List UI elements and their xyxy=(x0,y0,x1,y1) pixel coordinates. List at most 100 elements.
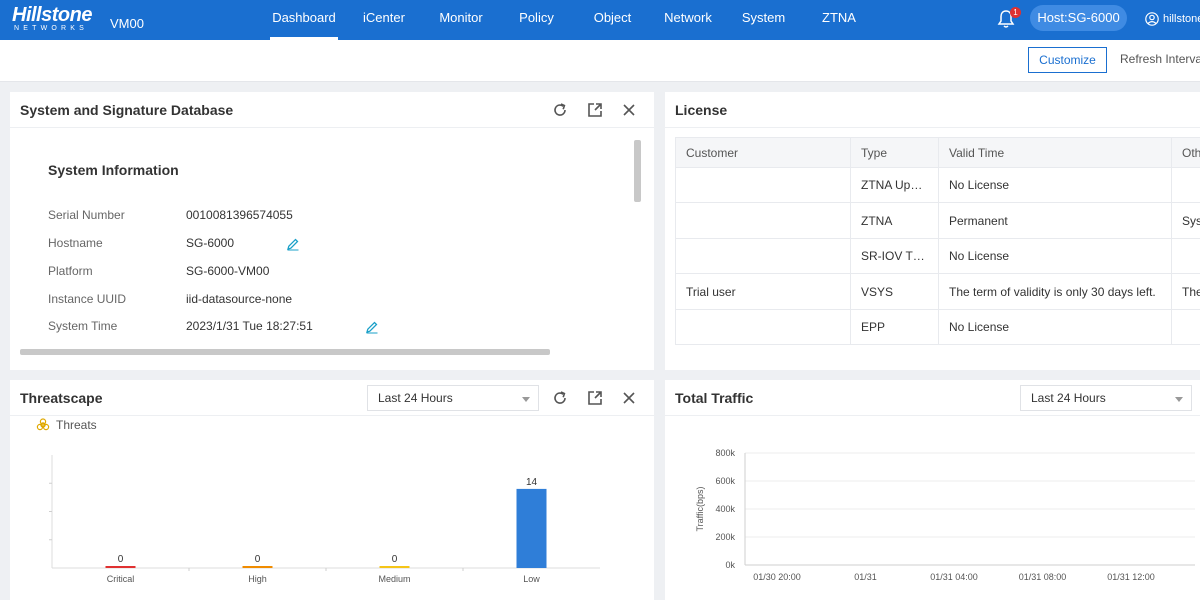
cell-type: ZTNA xyxy=(850,203,938,238)
menu-system[interactable]: System xyxy=(741,10,786,25)
panel-title: System and Signature Database xyxy=(20,102,234,118)
cell-valid-time: Permanent xyxy=(938,203,1171,238)
cell-customer xyxy=(675,203,850,238)
vertical-scrollbar[interactable] xyxy=(634,140,641,202)
table-row: ZTNA Permanent Sys xyxy=(675,203,1200,239)
threatscape-range-select[interactable]: Last 24 Hours xyxy=(367,385,539,411)
user-menu[interactable]: hillstone xyxy=(1145,11,1200,27)
refresh-icon[interactable] xyxy=(551,389,569,407)
menu-dashboard[interactable]: Dashboard xyxy=(270,0,338,40)
table-header-row: Customer Type Valid Time Oth xyxy=(675,137,1200,168)
user-name: hillstone xyxy=(1163,13,1200,25)
cell-valid-time: The term of validity is only 30 days lef… xyxy=(938,274,1171,309)
main-menu: Dashboard iCenter Monitor Policy Object … xyxy=(270,0,883,40)
chart-legend-threats: Threats xyxy=(56,418,97,432)
panel-title: Total Traffic xyxy=(675,390,754,406)
cell-other xyxy=(1171,310,1200,344)
panel-title: License xyxy=(675,102,728,118)
cell-type: ZTNA Up… xyxy=(850,168,938,202)
horizontal-scrollbar[interactable] xyxy=(20,349,550,355)
bar-critical xyxy=(105,566,136,568)
bell-icon[interactable] xyxy=(997,9,1015,29)
table-row: EPP No License xyxy=(675,310,1200,345)
select-value: Last 24 Hours xyxy=(378,391,453,405)
cell-other xyxy=(1171,168,1200,202)
brand-sub: NETWORKS xyxy=(14,25,89,32)
info-value: SG-6000 xyxy=(186,236,235,250)
data-label-critical: 0 xyxy=(118,554,124,565)
y-axis-label: Traffic(bps) xyxy=(695,486,705,531)
user-icon xyxy=(1145,12,1159,26)
cell-customer xyxy=(675,168,850,202)
select-value: Last 24 Hours xyxy=(1031,391,1106,405)
total-traffic-panel: Total Traffic Last 24 Hours 0k 200k 400k 60… xyxy=(665,380,1200,600)
panel-header: Threatscape Last 24 Hours xyxy=(10,380,654,416)
traffic-line-chart: 0k 200k 400k 600k 800k Traffic(bps) 01/30 20:0… xyxy=(695,448,1195,582)
table-row: Trial user VSYS The term of validity is … xyxy=(675,274,1200,310)
cell-valid-time: No License xyxy=(938,168,1171,202)
bar-high xyxy=(242,566,273,568)
threat-bar-chart: 0 Critical 0 High 0 Medium 14 Low xyxy=(49,455,600,584)
menu-icenter[interactable]: iCenter xyxy=(363,10,405,25)
system-info-heading: System Information xyxy=(48,162,179,178)
data-label-high: 0 xyxy=(255,554,261,565)
cell-other: Sys xyxy=(1171,203,1200,238)
y-tick-label: 0k xyxy=(725,560,735,570)
bar-low xyxy=(516,488,547,568)
info-value: iid-datasource-none xyxy=(186,292,293,306)
refresh-icon[interactable] xyxy=(551,101,569,119)
brand-name: Hillstone xyxy=(12,4,92,26)
x-tick-label-low: Low xyxy=(523,574,540,584)
top-nav: Hillstone NETWORKS VM00 Dashboard iCente… xyxy=(0,0,1200,40)
brand-logo[interactable]: Hillstone NETWORKS xyxy=(12,4,100,34)
menu-object[interactable]: Object xyxy=(593,10,632,25)
notification-badge: 1 xyxy=(1010,7,1021,18)
menu-monitor[interactable]: Monitor xyxy=(439,10,483,25)
menu-network[interactable]: Network xyxy=(664,10,712,25)
col-valid-time: Valid Time xyxy=(938,138,1171,167)
dashboard-toolbar: Customize Refresh Interva xyxy=(0,40,1200,82)
y-tick-label: 200k xyxy=(715,532,735,542)
x-tick-label: 01/31 xyxy=(854,572,877,582)
table-row: SR-IOV T… No License xyxy=(675,239,1200,274)
cell-customer: Trial user xyxy=(675,274,850,309)
panel-title: Threatscape xyxy=(20,390,103,406)
x-tick-label-high: High xyxy=(248,574,267,584)
y-tick-label: 600k xyxy=(715,476,735,486)
expand-icon[interactable] xyxy=(586,101,604,119)
col-customer: Customer xyxy=(675,138,850,167)
info-label: Hostname xyxy=(48,236,103,250)
cell-other: The xyxy=(1171,274,1200,309)
col-type: Type xyxy=(850,138,938,167)
info-value: SG-6000-VM00 xyxy=(186,264,270,278)
info-label: Serial Number xyxy=(48,208,125,222)
cell-type: VSYS xyxy=(850,274,938,309)
traffic-range-select[interactable]: Last 24 Hours xyxy=(1020,385,1192,411)
close-icon[interactable] xyxy=(620,101,638,119)
y-tick-label: 400k xyxy=(715,504,735,514)
customize-button[interactable]: Customize xyxy=(1028,47,1107,73)
host-button[interactable]: Host:SG-6000 xyxy=(1030,5,1127,31)
panel-header: Total Traffic Last 24 Hours xyxy=(665,380,1200,416)
info-label: System Time xyxy=(48,319,118,333)
x-tick-label: 01/31 08:00 xyxy=(1019,572,1067,582)
data-label-low: 14 xyxy=(526,477,538,488)
panel-header: System and Signature Database xyxy=(10,92,654,128)
edit-time-icon[interactable] xyxy=(365,320,379,334)
cell-valid-time: No License xyxy=(938,310,1171,344)
expand-icon[interactable] xyxy=(586,389,604,407)
menu-ztna[interactable]: ZTNA xyxy=(822,10,856,25)
cell-type: EPP xyxy=(850,310,938,344)
biohazard-icon xyxy=(36,418,50,431)
x-tick-label: 01/30 20:00 xyxy=(753,572,801,582)
x-tick-label: 01/31 04:00 xyxy=(930,572,978,582)
panel-header: License xyxy=(665,92,1200,128)
edit-hostname-icon[interactable] xyxy=(286,237,300,251)
x-tick-label-medium: Medium xyxy=(378,574,410,584)
cell-type: SR-IOV T… xyxy=(850,239,938,273)
cell-valid-time: No License xyxy=(938,239,1171,273)
table-row: ZTNA Up… No License xyxy=(675,168,1200,203)
threatscape-panel: Threatscape Last 24 Hours Threats 0 Criti… xyxy=(10,380,654,600)
close-icon[interactable] xyxy=(620,389,638,407)
menu-policy[interactable]: Policy xyxy=(519,10,554,25)
